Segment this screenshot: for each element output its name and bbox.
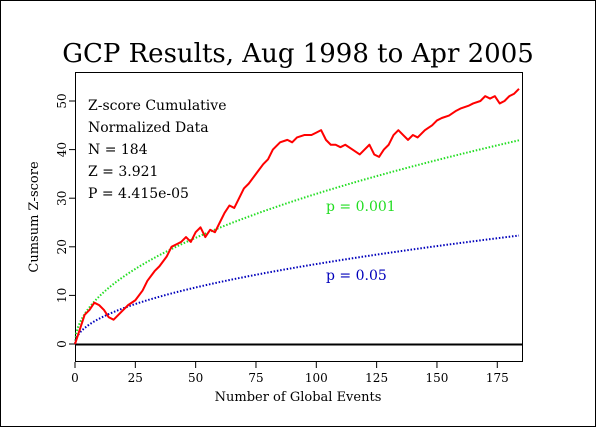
stats-box: Z-score Cumulative Normalized Data N = 1… <box>88 98 226 202</box>
x-tick-label: 100 <box>305 371 328 385</box>
y-tick-label: 40 <box>55 142 69 157</box>
x-tick-label: 75 <box>248 371 263 385</box>
p001-label: p = 0.001 <box>326 199 396 215</box>
y-tick-label: 50 <box>55 93 69 108</box>
x-tick-label: 50 <box>188 371 203 385</box>
plot-frame <box>75 72 523 362</box>
p001-curve <box>74 139 520 345</box>
x-tick-label: 25 <box>128 371 143 385</box>
x-tick-label: 125 <box>365 371 388 385</box>
y-tick-label: 30 <box>55 191 69 206</box>
stats-line-2: Normalized Data <box>88 120 209 136</box>
y-axis-label: Cumsum Z-score <box>27 161 42 273</box>
y-tick-label: 0 <box>55 340 69 348</box>
x-tick-label: 175 <box>486 371 509 385</box>
p05-curve <box>74 234 520 345</box>
y-axis: 0 10 20 30 40 50 <box>55 93 75 348</box>
chart-title: GCP Results, Aug 1998 to Apr 2005 <box>62 39 534 69</box>
x-axis: 0 25 50 75 100 125 150 175 <box>71 362 509 385</box>
stats-line-1: Z-score Cumulative <box>88 98 226 114</box>
x-tick-label: 0 <box>71 371 79 385</box>
x-tick-label: 150 <box>426 371 449 385</box>
cumulative-zscore-line <box>74 88 520 345</box>
p05-label: p = 0.05 <box>326 268 387 284</box>
stats-line-4: Z = 3.921 <box>88 164 158 180</box>
stats-line-3: N = 184 <box>88 142 148 158</box>
y-tick-label: 20 <box>55 239 69 254</box>
y-tick-label: 10 <box>55 288 69 303</box>
series-layer <box>74 88 520 345</box>
x-axis-label: Number of Global Events <box>215 390 382 405</box>
stats-line-5: P = 4.415e-05 <box>88 186 189 202</box>
